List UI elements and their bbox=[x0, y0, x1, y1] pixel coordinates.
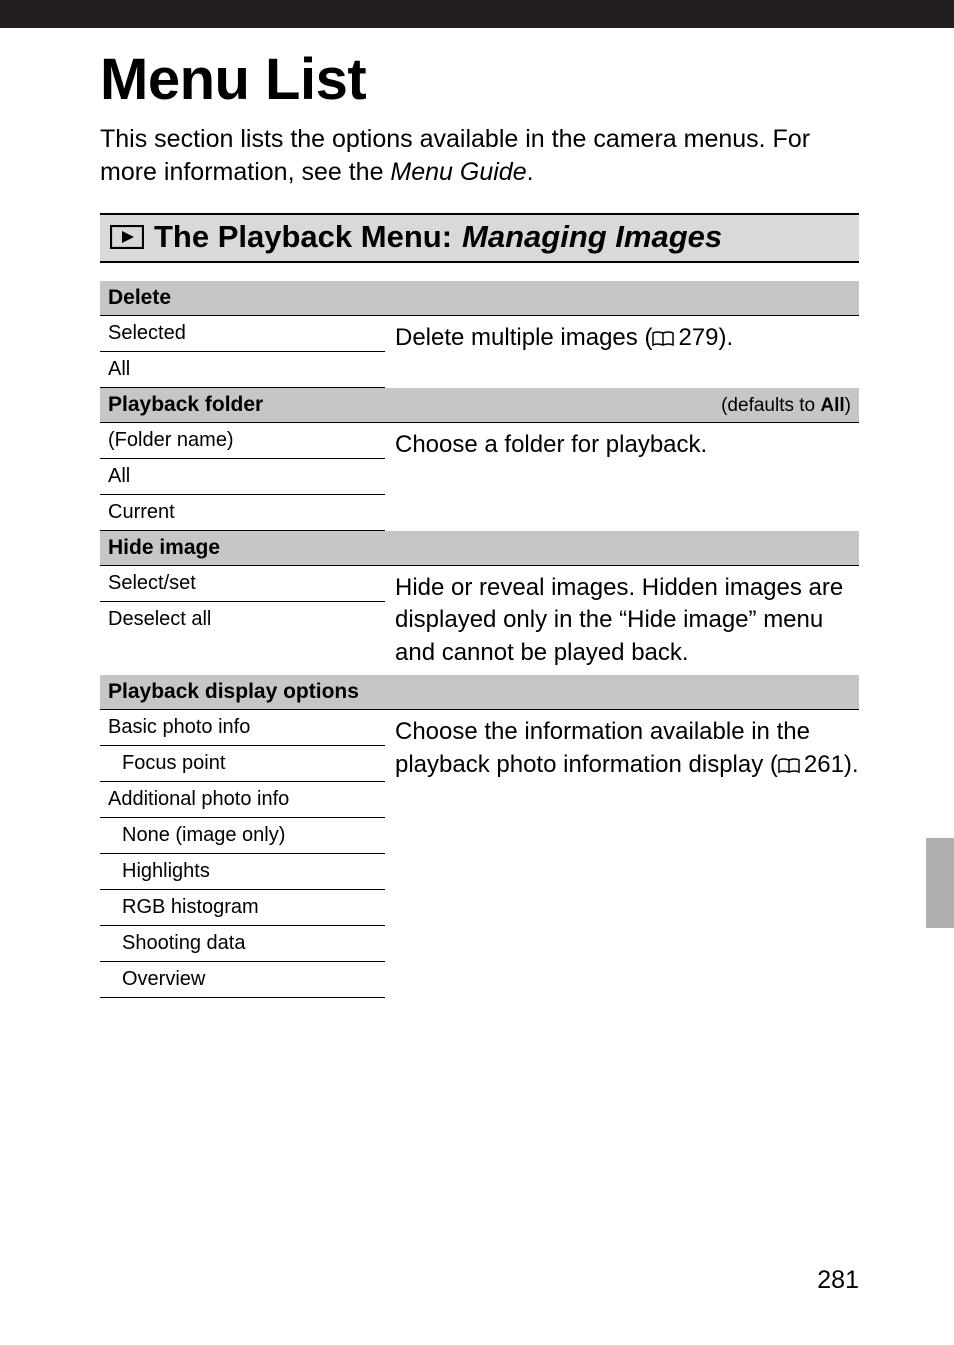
option-current: Current bbox=[100, 495, 385, 531]
reference-icon bbox=[778, 751, 800, 783]
reference-icon bbox=[652, 324, 674, 356]
top-bar bbox=[0, 0, 954, 28]
default-pre: (defaults to bbox=[721, 395, 820, 416]
option-basic-photo-info: Basic photo info bbox=[100, 710, 385, 746]
option-select-set: Select/set bbox=[100, 566, 385, 602]
default-bold: All bbox=[820, 395, 844, 416]
group-title: Hide image bbox=[108, 536, 220, 560]
option-folder-name: (Folder name) bbox=[100, 423, 385, 459]
default-post: ) bbox=[845, 395, 851, 416]
group-delete: Selected All Delete multiple images ( 279… bbox=[100, 316, 859, 388]
group-hide-image: Select/set Deselect all Hide or reveal i… bbox=[100, 566, 859, 675]
desc-ref: 261 bbox=[804, 751, 844, 778]
playback-icon bbox=[110, 225, 144, 249]
desc-hide-image: Hide or reveal images. Hidden images are… bbox=[385, 566, 859, 675]
side-tab bbox=[926, 838, 954, 928]
section-prefix: The Playback Menu: bbox=[154, 219, 452, 255]
default-note: (defaults to All) bbox=[721, 395, 851, 417]
desc-text: Choose the information available in the … bbox=[395, 718, 810, 777]
option-shooting-data: Shooting data bbox=[100, 926, 385, 962]
desc-text: ). bbox=[844, 751, 859, 778]
desc-playback-folder: Choose a folder for playback. bbox=[385, 423, 859, 531]
option-additional-photo-info: Additional photo info bbox=[100, 782, 385, 818]
desc-text: ). bbox=[718, 324, 733, 351]
desc-playback-display: Choose the information available in the … bbox=[385, 710, 859, 998]
group-playback-folder: (Folder name) All Current Choose a folde… bbox=[100, 423, 859, 531]
intro-text: This section lists the options available… bbox=[100, 123, 859, 189]
option-selected: Selected bbox=[100, 316, 385, 352]
group-playback-display: Basic photo info Focus point Additional … bbox=[100, 710, 859, 998]
desc-ref: 279 bbox=[678, 324, 718, 351]
option-deselect-all: Deselect all bbox=[100, 602, 385, 669]
group-header-playback-display: Playback display options bbox=[100, 675, 859, 710]
group-header-delete: Delete bbox=[100, 281, 859, 316]
group-title: Delete bbox=[108, 286, 171, 310]
group-header-hide-image: Hide image bbox=[100, 531, 859, 566]
option-none-image-only: None (image only) bbox=[100, 818, 385, 854]
option-rgb-histogram: RGB histogram bbox=[100, 890, 385, 926]
page-number: 281 bbox=[817, 1266, 859, 1295]
desc-delete: Delete multiple images ( 279). bbox=[385, 316, 859, 388]
option-focus-point: Focus point bbox=[100, 746, 385, 782]
intro-italic: Menu Guide bbox=[390, 158, 526, 186]
page-content: Menu List This section lists the options… bbox=[0, 28, 954, 998]
option-all: All bbox=[100, 459, 385, 495]
option-highlights: Highlights bbox=[100, 854, 385, 890]
group-header-playback-folder: Playback folder (defaults to All) bbox=[100, 388, 859, 423]
section-header: The Playback Menu: Managing Images bbox=[100, 213, 859, 263]
section-suffix: Managing Images bbox=[462, 219, 722, 255]
group-title: Playback folder bbox=[108, 393, 263, 417]
intro-end: . bbox=[527, 158, 534, 186]
desc-text: Delete multiple images ( bbox=[395, 324, 652, 351]
option-all: All bbox=[100, 352, 385, 388]
menu-table: Delete Selected All Delete multiple imag… bbox=[100, 281, 859, 998]
option-overview: Overview bbox=[100, 962, 385, 998]
page-title: Menu List bbox=[100, 46, 859, 113]
group-title: Playback display options bbox=[108, 680, 359, 704]
